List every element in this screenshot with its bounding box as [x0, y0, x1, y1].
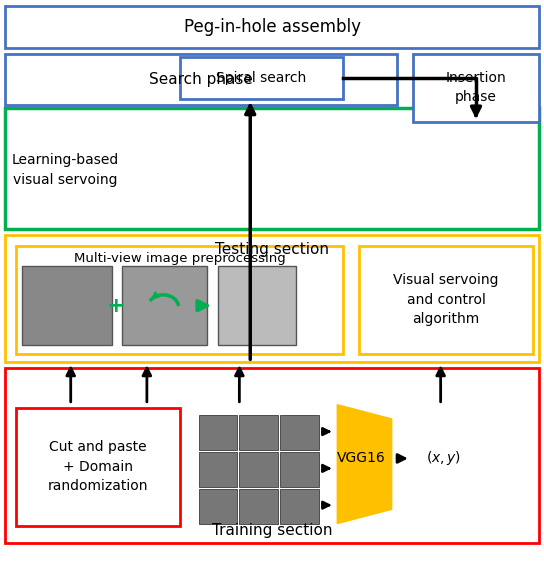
FancyBboxPatch shape [180, 57, 343, 99]
FancyBboxPatch shape [5, 6, 539, 48]
FancyBboxPatch shape [5, 108, 539, 229]
Text: +: + [107, 295, 125, 316]
Text: Multi-view image preprocessing: Multi-view image preprocessing [73, 252, 286, 265]
FancyBboxPatch shape [239, 489, 278, 524]
FancyBboxPatch shape [280, 415, 319, 450]
Text: VGG16: VGG16 [337, 452, 386, 465]
FancyBboxPatch shape [5, 235, 539, 362]
Text: Training section: Training section [212, 524, 332, 538]
FancyBboxPatch shape [239, 415, 278, 450]
Text: Search phase: Search phase [150, 72, 253, 87]
FancyBboxPatch shape [16, 408, 180, 526]
Text: Visual servoing
and control
algorithm: Visual servoing and control algorithm [393, 273, 499, 327]
Text: Insertion
phase: Insertion phase [446, 71, 506, 105]
FancyBboxPatch shape [239, 452, 278, 487]
Text: Peg-in-hole assembly: Peg-in-hole assembly [183, 18, 361, 36]
FancyBboxPatch shape [280, 489, 319, 524]
Text: $(x,y)$: $(x,y)$ [426, 449, 461, 468]
FancyBboxPatch shape [16, 246, 343, 354]
Polygon shape [337, 405, 392, 524]
FancyBboxPatch shape [5, 368, 539, 543]
Text: Cut and paste
+ Domain
randomization: Cut and paste + Domain randomization [48, 440, 148, 494]
FancyBboxPatch shape [413, 54, 539, 122]
FancyBboxPatch shape [199, 415, 237, 450]
FancyBboxPatch shape [122, 266, 207, 345]
FancyBboxPatch shape [199, 452, 237, 487]
Text: Spiral search: Spiral search [216, 71, 306, 85]
FancyBboxPatch shape [359, 246, 533, 354]
FancyBboxPatch shape [5, 54, 397, 105]
FancyBboxPatch shape [218, 266, 296, 345]
Text: Learning-based
visual servoing: Learning-based visual servoing [11, 153, 119, 187]
FancyBboxPatch shape [199, 489, 237, 524]
FancyBboxPatch shape [280, 452, 319, 487]
Text: Testing section: Testing section [215, 242, 329, 256]
FancyBboxPatch shape [22, 266, 112, 345]
